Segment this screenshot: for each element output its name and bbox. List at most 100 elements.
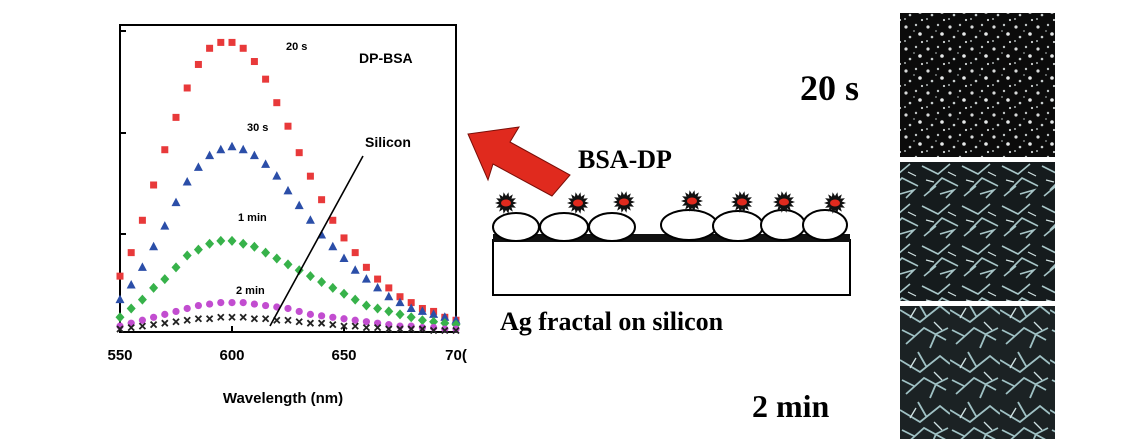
data-point	[350, 294, 360, 305]
data-point	[429, 316, 439, 327]
data-point	[227, 141, 237, 151]
data-point	[362, 263, 370, 271]
silicon-pointer-line	[269, 155, 364, 327]
data-point	[227, 235, 237, 246]
data-point	[351, 322, 359, 330]
data-point	[161, 319, 169, 327]
silver-particle	[588, 212, 636, 242]
data-point	[305, 271, 315, 282]
data-point	[418, 323, 426, 332]
data-point	[272, 253, 282, 264]
data-point	[452, 326, 460, 335]
data-point	[384, 306, 394, 317]
data-point	[306, 310, 314, 318]
data-point	[339, 288, 349, 299]
data-point	[217, 38, 225, 46]
data-point	[361, 300, 371, 311]
dye-core	[687, 197, 697, 205]
data-point	[126, 279, 136, 289]
silver-particle	[539, 212, 589, 242]
data-point	[283, 259, 293, 270]
series-20-s	[116, 38, 460, 324]
data-point	[183, 316, 191, 324]
data-point	[306, 172, 314, 180]
data-point	[137, 294, 147, 305]
data-point	[249, 150, 259, 160]
data-point	[206, 300, 214, 308]
data-point	[440, 318, 450, 329]
data-point	[361, 274, 371, 283]
data-point	[373, 282, 383, 292]
data-point	[239, 44, 247, 52]
data-point	[250, 300, 258, 308]
data-point	[339, 253, 349, 262]
data-point	[329, 216, 337, 224]
data-point	[452, 325, 460, 333]
series-annotation-20s: 20 s	[286, 41, 307, 53]
chart-title: DP-BSA	[359, 50, 413, 66]
data-point	[161, 310, 169, 318]
data-point	[406, 303, 416, 312]
protein-molecule	[495, 192, 517, 214]
data-point	[262, 301, 270, 310]
data-point	[205, 238, 215, 249]
data-point	[149, 241, 159, 251]
data-point	[172, 307, 180, 316]
x-tick-label: 550	[107, 347, 132, 364]
data-point	[217, 299, 225, 307]
silver-particle	[712, 210, 764, 242]
data-point	[317, 277, 327, 288]
data-point	[172, 113, 180, 121]
data-point	[351, 316, 359, 324]
data-point	[407, 299, 415, 307]
data-point	[217, 313, 225, 321]
data-point	[149, 282, 159, 293]
dye-core	[779, 198, 789, 206]
series-30-s	[115, 141, 461, 324]
series-1-min	[115, 235, 461, 330]
data-point	[228, 38, 236, 46]
data-point	[451, 315, 461, 324]
data-point	[395, 309, 405, 320]
series-silicon	[116, 313, 460, 335]
data-point	[183, 84, 191, 92]
data-point	[328, 282, 338, 293]
data-point	[441, 326, 449, 335]
data-point	[429, 309, 439, 318]
protein-molecule	[613, 191, 635, 213]
data-point	[239, 313, 247, 321]
series-annotation-silicon: Silicon	[365, 134, 411, 150]
data-point	[440, 312, 450, 321]
data-point	[283, 185, 293, 195]
silver-particle	[760, 209, 806, 241]
dye-core	[830, 199, 840, 207]
data-point	[273, 99, 281, 107]
data-point	[172, 318, 180, 326]
substrate-label: Ag fractal on silicon	[500, 307, 724, 336]
data-point	[182, 250, 192, 261]
data-point	[238, 144, 248, 154]
data-point	[406, 312, 416, 323]
protein-molecule	[731, 191, 753, 213]
sem-image-30s	[900, 162, 1055, 301]
protein-molecule	[681, 190, 703, 212]
x-tick-label: 650	[331, 347, 356, 364]
data-point	[116, 325, 124, 333]
data-point	[374, 275, 382, 283]
silver-particle	[802, 209, 848, 241]
data-point	[228, 299, 236, 307]
data-point	[138, 322, 147, 330]
data-point	[294, 200, 304, 210]
data-point	[116, 272, 124, 280]
data-point	[295, 149, 303, 157]
data-point	[149, 321, 158, 329]
data-point	[250, 58, 258, 66]
data-point	[373, 303, 383, 314]
data-point	[351, 249, 359, 257]
data-point	[362, 323, 371, 332]
silver-particle	[660, 209, 718, 241]
data-point	[407, 325, 415, 333]
x-tick-label: 70(	[445, 347, 467, 364]
data-point	[418, 325, 427, 333]
